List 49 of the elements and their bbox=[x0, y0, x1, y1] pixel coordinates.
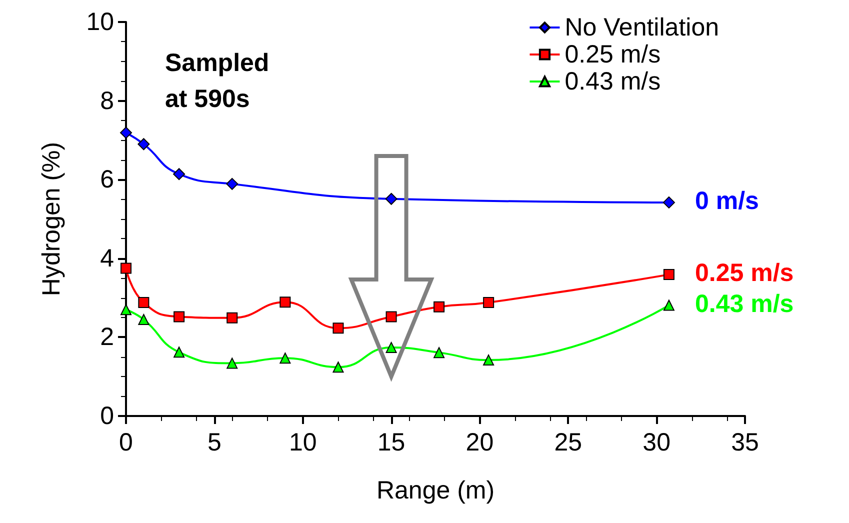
x-tick-label: 15 bbox=[377, 428, 406, 456]
point bbox=[226, 312, 238, 324]
annotation: 0.25 m/s bbox=[695, 259, 794, 288]
x-tick-label: 10 bbox=[288, 428, 317, 456]
legend-label: 0.43 m/s bbox=[564, 68, 661, 96]
point bbox=[663, 300, 674, 311]
x-tick-label: 25 bbox=[554, 428, 582, 456]
point bbox=[663, 269, 674, 280]
x-tick-label: 35 bbox=[731, 428, 759, 456]
y-tick-label: 0 bbox=[100, 402, 114, 430]
x-axis-title: Range (m) bbox=[376, 476, 495, 504]
legend-label: 0.25 m/s bbox=[564, 40, 661, 68]
y-tick-label: 10 bbox=[86, 8, 114, 36]
point bbox=[483, 297, 494, 308]
point bbox=[173, 168, 186, 180]
point bbox=[280, 352, 291, 364]
point bbox=[280, 296, 291, 308]
x-tick-label: 0 bbox=[119, 428, 133, 456]
y-tick-label: 4 bbox=[100, 244, 114, 272]
point bbox=[174, 346, 185, 358]
point bbox=[138, 297, 150, 308]
y-axis-title: Hydrogen (%) bbox=[38, 142, 66, 296]
annotation: Sampled at 590s bbox=[165, 49, 276, 113]
y-tick-label: 6 bbox=[100, 166, 114, 194]
legend-label: No Ventilation bbox=[564, 14, 720, 42]
point bbox=[332, 362, 344, 373]
point bbox=[138, 314, 150, 325]
point bbox=[138, 138, 150, 150]
point bbox=[386, 311, 397, 322]
point bbox=[434, 301, 445, 312]
point bbox=[120, 304, 132, 316]
point bbox=[434, 347, 445, 358]
annotation: 0.43 m/s bbox=[695, 290, 794, 318]
point bbox=[120, 262, 132, 274]
point bbox=[483, 354, 494, 366]
x-tick-label: 20 bbox=[466, 428, 494, 456]
point bbox=[385, 192, 398, 205]
point bbox=[332, 322, 344, 334]
point bbox=[226, 178, 238, 190]
y-tick-label: 8 bbox=[100, 86, 114, 115]
point bbox=[662, 196, 675, 208]
point bbox=[226, 358, 238, 369]
x-tick-label: 30 bbox=[642, 428, 670, 456]
y-tick-label: 2 bbox=[100, 323, 114, 352]
point bbox=[386, 342, 397, 353]
point bbox=[120, 126, 132, 139]
annotation: 0 m/s bbox=[695, 186, 759, 215]
x-tick-label: 5 bbox=[207, 428, 222, 456]
point bbox=[174, 311, 185, 322]
